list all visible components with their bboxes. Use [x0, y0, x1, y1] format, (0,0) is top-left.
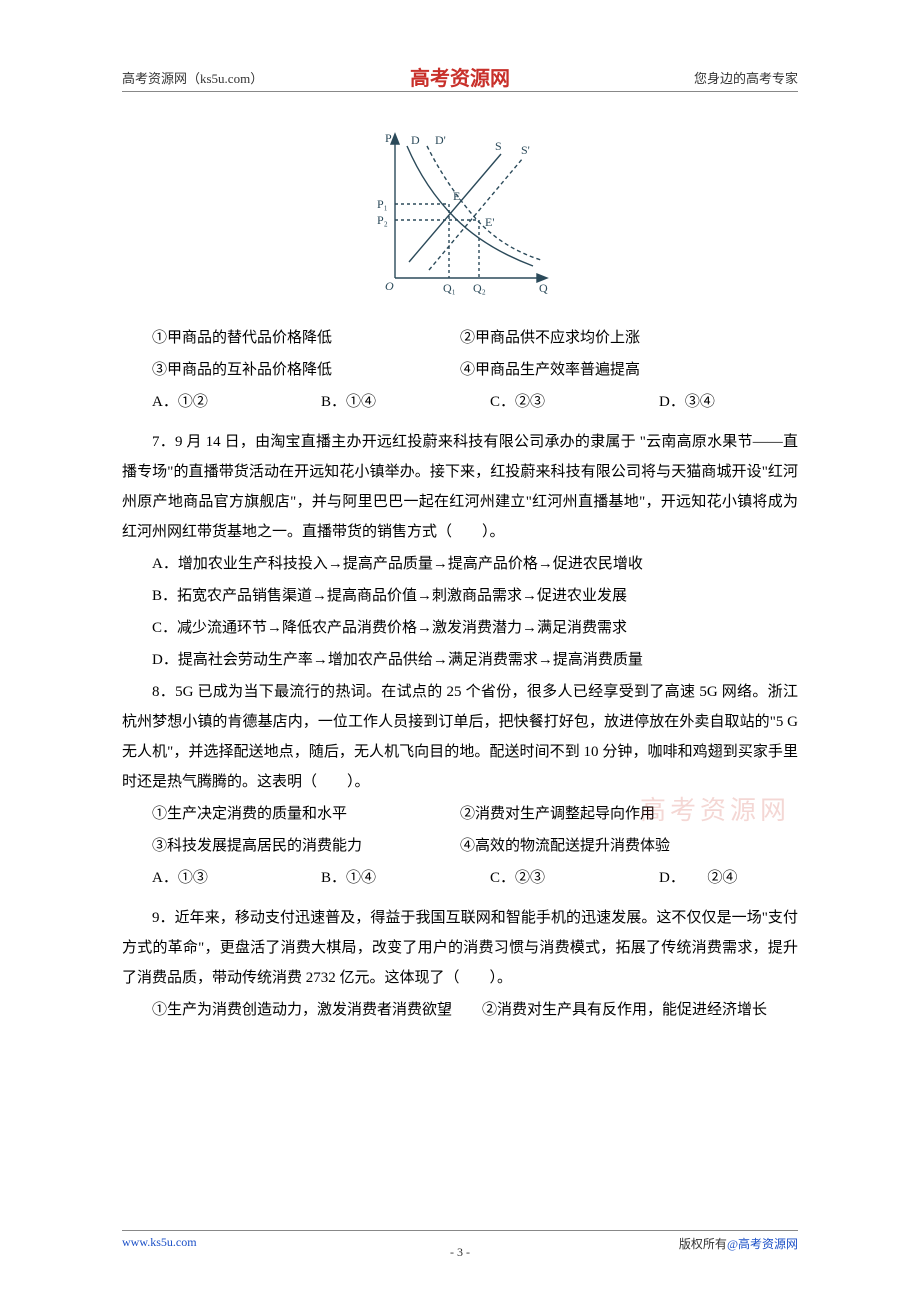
- q8-choice-b: B．①④: [291, 863, 460, 893]
- q8-option-4: ④高效的物流配送提升消费体验: [460, 831, 798, 861]
- footer-copyright-brand: @高考资源网: [727, 1237, 798, 1251]
- q7-choice-c: C．减少流通环节→降低农产品消费价格→激发消费潜力→满足消费需求: [122, 613, 798, 643]
- q8-option-row-2: ③科技发展提高居民的消费能力 ④高效的物流配送提升消费体验: [122, 831, 798, 861]
- document-body: P D D' S S' E E' P₁ P₂ Q₁ Q₂ Q O ①甲商品的替代…: [122, 120, 798, 1027]
- footer-copyright-text: 版权所有: [679, 1237, 727, 1251]
- q6-choices: A．①② B．①④ C．②③ D．③④: [122, 387, 798, 417]
- q7-choice-d: D．提高社会劳动生产率→增加农产品供给→满足消费需求→提高消费质量: [122, 645, 798, 675]
- page-footer: www.ks5u.com - 3 - 版权所有@高考资源网: [122, 1230, 798, 1252]
- q8-choice-a: A．①③: [122, 863, 291, 893]
- q9-body: 9．近年来，移动支付迅速普及，得益于我国互联网和智能手机的迅速发展。这不仅仅是一…: [122, 903, 798, 993]
- q7-choice-a: A．增加农业生产科技投入→提高产品质量→提高产品价格→促进农民增收: [122, 549, 798, 579]
- q6-choice-b: B．①④: [291, 387, 460, 417]
- q8-option-1: ①生产决定消费的质量和水平: [122, 799, 460, 829]
- curve-dprime-label: D': [435, 133, 446, 147]
- page-header: 高考资源网（ks5u.com） 高考资源网 您身边的高考专家: [122, 68, 798, 92]
- curve-sprime-label: S': [521, 143, 530, 157]
- curve-d-label: D: [411, 133, 420, 147]
- q7-body: 7．9 月 14 日，由淘宝直播主办开远红投蔚来科技有限公司承办的隶属于 "云南…: [122, 427, 798, 547]
- axis-p1-label: P₁: [377, 197, 388, 211]
- q6-option-row-1: ①甲商品的替代品价格降低 ②甲商品供不应求均价上涨: [122, 323, 798, 353]
- q7-choice-b: B．拓宽农产品销售渠道→提高商品价值→刺激商品需求→促进农业发展: [122, 581, 798, 611]
- q8-choice-c: C．②③: [460, 863, 629, 893]
- chart-svg: P D D' S S' E E' P₁ P₂ Q₁ Q₂ Q O: [365, 128, 555, 298]
- point-eprime-label: E': [485, 215, 495, 229]
- q6-option-2: ②甲商品供不应求均价上涨: [460, 323, 798, 353]
- supply-demand-chart: P D D' S S' E E' P₁ P₂ Q₁ Q₂ Q O: [122, 128, 798, 309]
- q8-option-row-1: ①生产决定消费的质量和水平 ②消费对生产调整起导向作用: [122, 799, 798, 829]
- q9-options-partial: ①生产为消费创造动力，激发消费者消费欲望 ②消费对生产具有反作用，能促进经济增长: [122, 995, 798, 1025]
- footer-copyright: 版权所有@高考资源网: [679, 1235, 798, 1252]
- curve-s-label: S: [495, 139, 502, 153]
- q8-option-2: ②消费对生产调整起导向作用: [460, 799, 798, 829]
- q6-option-4: ④甲商品生产效率普遍提高: [460, 355, 798, 385]
- q8-body: 8．5G 已成为当下最流行的热词。在试点的 25 个省份，很多人已经享受到了高速…: [122, 677, 798, 797]
- header-right: 您身边的高考专家: [694, 68, 798, 87]
- q6-choice-c: C．②③: [460, 387, 629, 417]
- q6-choice-a: A．①②: [122, 387, 291, 417]
- axis-origin-label: O: [385, 279, 394, 293]
- axis-q-label: Q: [539, 281, 548, 295]
- q6-option-1: ①甲商品的替代品价格降低: [122, 323, 460, 353]
- axis-p-label: P: [385, 131, 392, 145]
- q8-choices: A．①③ B．①④ C．②③ D． ②④: [122, 863, 798, 893]
- q8-choice-d: D． ②④: [629, 863, 798, 893]
- q6-choice-d: D．③④: [629, 387, 798, 417]
- q6-option-row-2: ③甲商品的互补品价格降低 ④甲商品生产效率普遍提高: [122, 355, 798, 385]
- point-e-label: E: [453, 189, 460, 203]
- axis-q1-label: Q₁: [443, 281, 456, 295]
- axis-p2-label: P₂: [377, 213, 388, 227]
- footer-page-number: - 3 -: [450, 1245, 470, 1260]
- header-center-brand: 高考资源网: [410, 62, 510, 91]
- axis-q2-label: Q₂: [473, 281, 486, 295]
- footer-url: www.ks5u.com: [122, 1235, 197, 1252]
- q6-option-3: ③甲商品的互补品价格降低: [122, 355, 460, 385]
- q8-option-3: ③科技发展提高居民的消费能力: [122, 831, 460, 861]
- header-left: 高考资源网（ks5u.com）: [122, 68, 263, 87]
